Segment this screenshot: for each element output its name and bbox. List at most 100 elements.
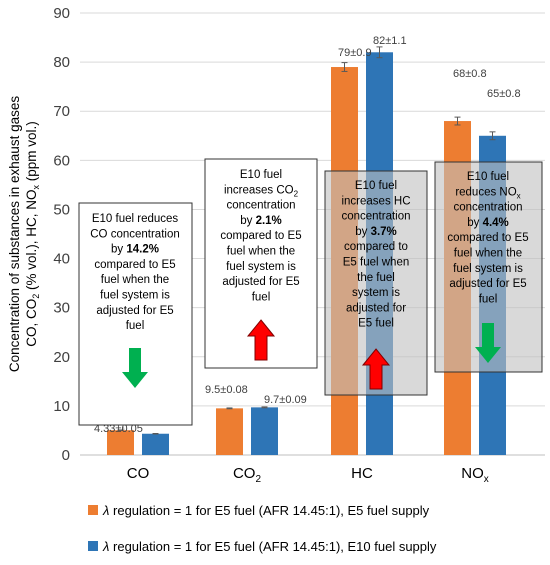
data-label: 79±0.9 bbox=[338, 47, 372, 59]
annotation-subscript: 2 bbox=[294, 189, 299, 198]
y-tick-label: 50 bbox=[53, 201, 70, 218]
arrow-down-icon bbox=[122, 348, 148, 388]
annotation-text-line: adjusted for E5 bbox=[96, 305, 173, 317]
annotation-text-part: fuel bbox=[479, 293, 498, 305]
arrow-down-icon bbox=[475, 323, 501, 363]
arrow-up-icon bbox=[246, 319, 276, 361]
y-tick-label: 30 bbox=[53, 300, 70, 317]
x-tick-label-main: CO bbox=[127, 465, 150, 482]
annotation-text-part: increases CO bbox=[224, 184, 294, 196]
annotation-text-part: adjusted for E5 bbox=[222, 276, 299, 288]
bar-CO2-s1 bbox=[216, 408, 243, 455]
annotation-text-line: by 2.1% bbox=[240, 215, 282, 227]
annotation-text-line: E10 fuel bbox=[355, 180, 397, 192]
annotation-bold-value: 4.4% bbox=[483, 217, 509, 229]
annotation-text-part: CO concentration bbox=[90, 228, 180, 240]
annotation-text-part: by bbox=[355, 226, 370, 238]
data-label: 65±0.8 bbox=[487, 88, 521, 100]
annotation-text-part: adjusted for E5 bbox=[96, 305, 173, 317]
annotation-text-line: E5 fuel when bbox=[343, 257, 410, 269]
annotation-text-line: increases HC bbox=[341, 195, 410, 207]
annotation-text-part: fuel system is bbox=[100, 290, 170, 302]
annotation-text-line: fuel bbox=[126, 320, 145, 332]
annotation-text-part: adjusted for bbox=[346, 302, 406, 314]
legend-label-symbol: λ bbox=[102, 539, 109, 554]
annotation-text-line: reduces NOx bbox=[455, 186, 520, 200]
annotation-text-line: adjusted for E5 bbox=[222, 276, 299, 288]
annotation-text-part: compared to E5 bbox=[447, 232, 528, 244]
annotation-text-line: compared to E5 bbox=[447, 232, 528, 244]
legend-label-text: regulation = 1 for E5 fuel (AFR 14.45:1)… bbox=[109, 539, 436, 554]
y-axis-title-part: (ppm vol.) bbox=[24, 121, 39, 185]
annotation-text-part: E10 fuel bbox=[355, 180, 397, 192]
y-axis-title-subscript: 2 bbox=[31, 294, 41, 299]
error-bar bbox=[454, 116, 461, 126]
bar-CO-s1 bbox=[107, 430, 134, 455]
x-tick-label-main: HC bbox=[351, 465, 373, 482]
annotation-bold-value: 14.2% bbox=[126, 244, 159, 256]
annotation-text-line: E10 fuel bbox=[240, 169, 282, 181]
y-tick-label: 60 bbox=[53, 152, 70, 169]
annotation-text-line: adjusted for bbox=[346, 302, 406, 314]
data-label: 4.33±0.05 bbox=[94, 423, 143, 435]
annotation-text-part: by bbox=[467, 217, 482, 229]
x-tick-label-subscript: x bbox=[484, 474, 489, 485]
arrow-up-icon bbox=[361, 348, 391, 390]
legend-label: λ regulation = 1 for E5 fuel (AFR 14.45:… bbox=[102, 539, 437, 554]
annotation-text-line: fuel system is bbox=[100, 290, 170, 302]
annotation-text-line: by 3.7% bbox=[355, 226, 397, 238]
y-tick-label: 80 bbox=[53, 54, 70, 71]
annotation-text-line: by 4.4% bbox=[467, 217, 509, 229]
annotation-text-line: adjusted for E5 bbox=[449, 278, 526, 290]
legend-label-text: regulation = 1 for E5 fuel (AFR 14.45:1)… bbox=[109, 503, 429, 518]
annotation-text-line: compared to bbox=[344, 241, 408, 253]
x-tick-label: NOx bbox=[461, 465, 489, 485]
annotation-text-line: E10 fuel reduces bbox=[92, 213, 179, 225]
annotation-text-part: fuel system is bbox=[226, 261, 296, 273]
annotation-text-part: by bbox=[240, 215, 255, 227]
y-axis-title-part: CO, CO bbox=[24, 299, 39, 347]
error-bar bbox=[489, 131, 496, 141]
data-label: 82±1.1 bbox=[373, 35, 407, 47]
annotation-text-line: concentration bbox=[226, 200, 295, 212]
annotation-text-part: reduces NO bbox=[455, 186, 516, 198]
y-tick-label: 40 bbox=[53, 251, 70, 268]
annotation-text-line: system is bbox=[352, 287, 400, 299]
annotation-text-line: fuel when the bbox=[101, 274, 169, 286]
annotation-text-part: fuel when the bbox=[101, 274, 169, 286]
annotation-text-line: fuel bbox=[252, 291, 271, 303]
annotation-text-part: fuel bbox=[252, 291, 271, 303]
y-tick-label: 0 bbox=[62, 447, 70, 464]
annotation-text-part: E5 fuel bbox=[358, 318, 394, 330]
x-tick-label-main: NO bbox=[461, 465, 484, 482]
annotation-text-part: system is bbox=[352, 287, 400, 299]
x-tick-label-main: CO bbox=[233, 465, 256, 482]
annotation-bold-value: 3.7% bbox=[371, 226, 397, 238]
annotation-text-part: compared to bbox=[344, 241, 408, 253]
annotation-text-line: compared to E5 bbox=[94, 259, 175, 271]
annotation-text-line: fuel system is bbox=[453, 263, 523, 275]
annotation-text-part: concentration bbox=[453, 202, 522, 214]
data-label: 9.7±0.09 bbox=[264, 394, 307, 406]
annotation-text-part: concentration bbox=[341, 211, 410, 223]
error-bar bbox=[341, 62, 348, 72]
annotation-text-line: concentration bbox=[453, 202, 522, 214]
annotation-box bbox=[78, 202, 193, 426]
annotation-text-part: fuel when the bbox=[454, 248, 522, 260]
legend-swatch bbox=[88, 505, 98, 515]
data-label: 68±0.8 bbox=[453, 68, 487, 80]
annotation-text-part: E5 fuel when bbox=[343, 257, 410, 269]
y-axis-title-line2: CO, CO2 (% vol.), HC, NOx (ppm vol.) bbox=[24, 121, 41, 347]
annotation-text-line: E5 fuel bbox=[358, 318, 394, 330]
bar-CO2-s2 bbox=[251, 407, 278, 455]
x-tick-label: CO bbox=[127, 465, 150, 482]
annotation-text-line: the fuel bbox=[357, 272, 395, 284]
annotation-text-part: E10 fuel reduces bbox=[92, 213, 179, 225]
legend-label: λ regulation = 1 for E5 fuel (AFR 14.45:… bbox=[102, 503, 430, 518]
annotation-text-part: increases HC bbox=[341, 195, 410, 207]
annotation-subscript: x bbox=[517, 191, 521, 200]
x-tick-label-subscript: 2 bbox=[255, 474, 261, 485]
data-label: 9.5±0.08 bbox=[205, 384, 248, 396]
annotation-text-line: concentration bbox=[341, 211, 410, 223]
